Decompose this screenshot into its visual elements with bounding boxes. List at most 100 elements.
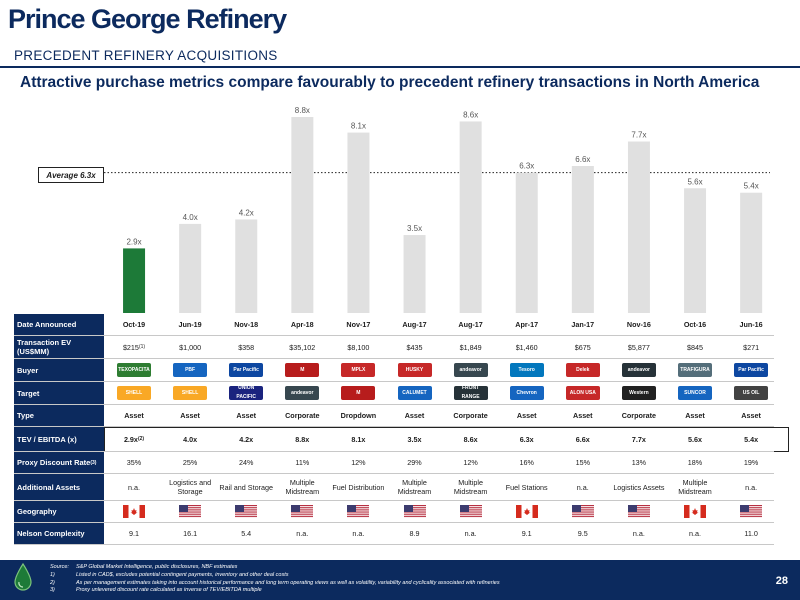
us-flag-icon bbox=[740, 505, 763, 518]
table-cell: 12% bbox=[351, 458, 366, 467]
us-flag-icon bbox=[347, 505, 370, 518]
canada-flag-icon bbox=[123, 505, 145, 518]
table-cell: 16.1 bbox=[183, 529, 198, 538]
table-cell bbox=[443, 501, 499, 522]
table-cell: M bbox=[330, 382, 386, 404]
tesoro-logo: Tesoro bbox=[509, 363, 544, 377]
table-cell: Corporate bbox=[285, 411, 320, 420]
bar-value-label: 5.4x bbox=[744, 182, 759, 191]
table-cell: SHELL bbox=[162, 382, 218, 404]
canada-flag-icon bbox=[515, 505, 538, 518]
alon-usa-logo: ALON USA bbox=[565, 386, 600, 400]
table-cell: 8.6x bbox=[463, 434, 478, 444]
table-cell: n.a. bbox=[352, 529, 365, 538]
table-cell: CALUMET bbox=[387, 382, 443, 404]
table-cell bbox=[162, 501, 218, 522]
table-cell: 5.6x bbox=[688, 434, 702, 444]
table-cell: Rail and Storage bbox=[219, 482, 273, 492]
table-row: Buyer TEXOPACITA PBF Par Pacific M MPLX HUSKY a… bbox=[14, 359, 774, 382]
table-cell: MPLX bbox=[330, 359, 386, 381]
table-cell bbox=[611, 501, 667, 522]
us-flag-icon bbox=[179, 505, 202, 518]
table-cell: PBF bbox=[162, 359, 218, 381]
bar-jan-17 bbox=[571, 166, 594, 313]
table-cell: 4.2x bbox=[239, 434, 254, 444]
table-cell: 6.3x bbox=[519, 434, 534, 444]
table-cell: $845 bbox=[687, 342, 703, 352]
row-label: Geography bbox=[14, 501, 104, 522]
table-cell: Oct-16 bbox=[683, 320, 707, 329]
suncor-logo: SUNCOR bbox=[678, 386, 712, 400]
trafigura-logo: TRAFIGURA bbox=[678, 363, 712, 377]
table-row: Geography bbox=[14, 501, 774, 523]
table-row: Transaction EV (US$MM) $215 (1) $1,000 $358 $… bbox=[14, 336, 774, 359]
table-cell: n.a. bbox=[576, 482, 589, 492]
footnote: 1) Listed in CAD$, excludes potential con… bbox=[50, 571, 289, 578]
table-cell: 25% bbox=[182, 458, 198, 467]
bar-value-label: 3.5x bbox=[407, 224, 422, 233]
bar-value-label: 6.6x bbox=[575, 155, 590, 164]
table-cell: Aug-17 bbox=[402, 320, 427, 329]
table-cell: Multiple Midstream bbox=[453, 478, 488, 496]
oil-drop-icon bbox=[14, 562, 32, 591]
bar-apr-17 bbox=[515, 172, 538, 313]
table-cell: 9.1 bbox=[129, 529, 139, 538]
andeavor-logo: andeavor bbox=[285, 386, 320, 400]
table-cell: $271 bbox=[743, 342, 760, 352]
average-label: Average 6.3x bbox=[38, 167, 104, 183]
western-refining-logo: Western bbox=[621, 386, 656, 400]
row-label: Proxy Discount Rate (3) bbox=[14, 452, 104, 473]
table-cell: $8,100 bbox=[347, 342, 370, 352]
table-cell: 11.0 bbox=[744, 529, 758, 538]
table-cell: ALON USA bbox=[555, 382, 611, 404]
table-cell bbox=[555, 501, 611, 522]
row-label: Buyer bbox=[14, 359, 104, 381]
row-label: Date Announced bbox=[14, 314, 104, 335]
table-cell: Apr-18 bbox=[290, 320, 314, 329]
bar-nov-18 bbox=[235, 219, 258, 313]
andeavor-logo: andeavor bbox=[621, 363, 656, 377]
table-cell bbox=[667, 501, 723, 522]
table-cell: Nov-17 bbox=[346, 320, 371, 329]
table-cell: Chevron bbox=[499, 382, 555, 404]
bar-oct-16 bbox=[684, 188, 707, 313]
tev-ebitda-bar-chart: 2.9x 4.0x 4.2x 8.8x 8.1x 3.5x 8.6x 6.3x 6.6x 7.7x… bbox=[104, 106, 770, 313]
table-row: Target SHELL SHELL UNION PACIFIC andeavor M CA… bbox=[14, 382, 774, 405]
bar-value-label: 8.8x bbox=[295, 106, 310, 115]
table-cell: n.a. bbox=[745, 482, 758, 492]
shell-logo: SHELL bbox=[117, 386, 151, 400]
bar-value-label: 6.3x bbox=[519, 162, 534, 171]
table-cell: Aug-17 bbox=[458, 320, 483, 329]
table-cell: Multiple Midstream bbox=[285, 478, 320, 496]
table-cell: Jun-19 bbox=[178, 320, 202, 329]
table-cell: Dropdown bbox=[340, 411, 377, 420]
table-row: Type Asset Asset Asset Corporate Dropdown Asse… bbox=[14, 405, 774, 427]
table-cell: Logistics Assets bbox=[613, 482, 665, 492]
table-cell: Asset bbox=[180, 411, 200, 420]
us-oil-logo: US OIL bbox=[734, 386, 769, 400]
row-label: Target bbox=[14, 382, 104, 404]
table-cell: Asset bbox=[685, 411, 705, 420]
table-cell: $215 (1) bbox=[122, 342, 146, 352]
table-cell: 12% bbox=[463, 458, 478, 467]
us-flag-icon bbox=[627, 505, 650, 518]
page-subtitle: PRECEDENT REFINERY ACQUISITIONS bbox=[14, 48, 278, 63]
table-cell: Fuel Distribution bbox=[332, 482, 385, 492]
table-cell: $5,877 bbox=[627, 342, 650, 352]
table-cell: $435 bbox=[406, 342, 423, 352]
footnote: 2) As per management estimates taking int… bbox=[50, 579, 500, 586]
table-cell: 9.5 bbox=[577, 529, 588, 538]
table-cell bbox=[218, 501, 274, 522]
bar-value-label: 7.7x bbox=[631, 131, 646, 140]
footnote: 3) Proxy unlevered discount rate calculat… bbox=[50, 587, 262, 594]
table-cell: UNION PACIFIC bbox=[218, 382, 274, 404]
headline: Attractive purchase metrics compare favo… bbox=[20, 74, 760, 91]
table-cell: n.a. bbox=[128, 482, 140, 492]
table-cell: andeavor bbox=[443, 359, 499, 381]
table-row: Proxy Discount Rate (3) 35% 25% 24% 11% 12% 29%… bbox=[14, 452, 774, 474]
table-cell: 8.8x bbox=[295, 434, 310, 444]
par-pacific-logo: Par Pacific bbox=[734, 363, 769, 377]
table-cell: Asset bbox=[516, 411, 537, 420]
table-cell: n.a. bbox=[296, 529, 309, 538]
calumet-logo: CALUMET bbox=[397, 386, 432, 400]
